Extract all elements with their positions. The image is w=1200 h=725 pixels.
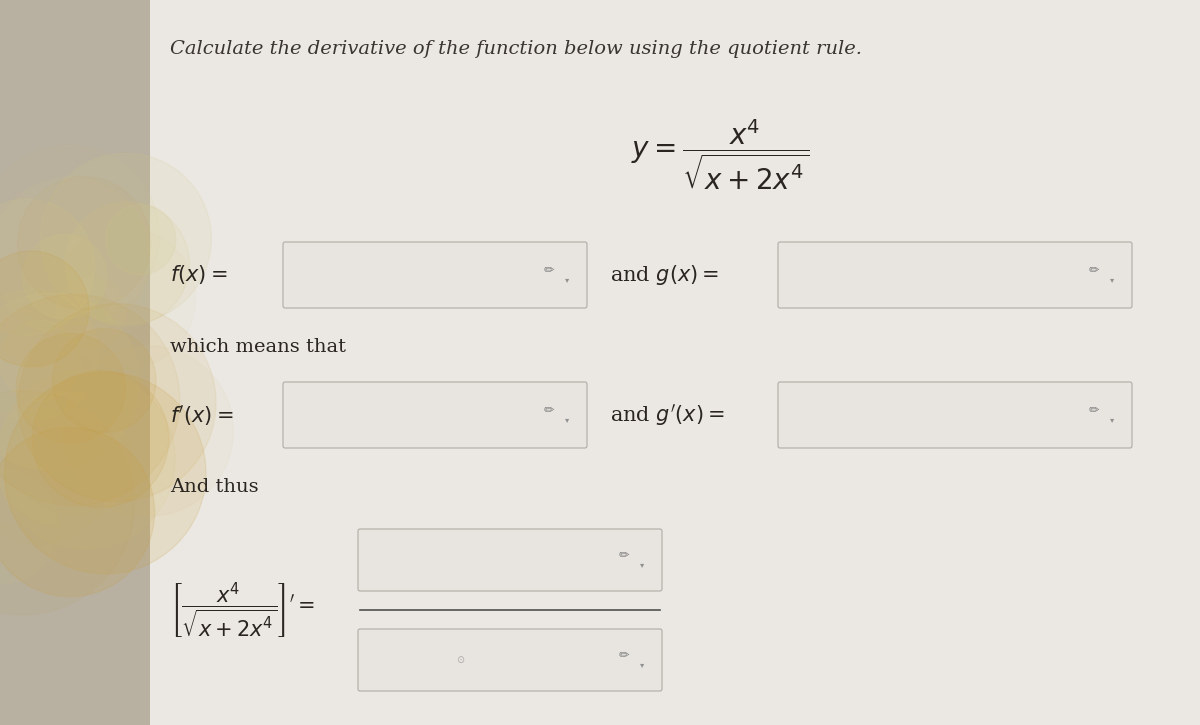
Circle shape	[0, 352, 66, 473]
Text: ▾: ▾	[640, 660, 644, 669]
Text: ▾: ▾	[640, 560, 644, 570]
Circle shape	[0, 241, 65, 351]
FancyBboxPatch shape	[778, 382, 1132, 448]
FancyBboxPatch shape	[283, 242, 587, 308]
Text: ✏: ✏	[619, 550, 629, 563]
Circle shape	[96, 323, 228, 455]
Text: $\left[\dfrac{x^4}{\sqrt{x+2x^4}}\right]' = $: $\left[\dfrac{x^4}{\sqrt{x+2x^4}}\right]…	[170, 580, 316, 640]
Text: And thus: And thus	[170, 478, 259, 496]
Text: $f(x) = $: $f(x) = $	[170, 263, 228, 286]
Circle shape	[0, 229, 143, 428]
Text: ✏: ✏	[619, 650, 629, 663]
Bar	[0, 0, 150, 725]
Bar	[150, 0, 1200, 725]
Circle shape	[31, 118, 202, 288]
Text: and $g(x) = $: and $g(x) = $	[610, 263, 719, 287]
Text: ▾: ▾	[1110, 276, 1114, 284]
Text: ▾: ▾	[1110, 415, 1114, 425]
Circle shape	[85, 299, 202, 415]
Circle shape	[37, 215, 197, 375]
Circle shape	[37, 473, 113, 550]
Circle shape	[74, 232, 187, 344]
Text: ▾: ▾	[565, 276, 569, 284]
Circle shape	[47, 289, 197, 439]
Circle shape	[0, 455, 49, 536]
Text: ✏: ✏	[544, 265, 554, 278]
Text: $y = \dfrac{x^4}{\sqrt{x + 2x^4}}$: $y = \dfrac{x^4}{\sqrt{x + 2x^4}}$	[631, 118, 809, 192]
Circle shape	[0, 367, 132, 604]
Circle shape	[10, 464, 101, 555]
Circle shape	[62, 232, 222, 391]
Circle shape	[0, 316, 58, 412]
Text: ⊙: ⊙	[456, 655, 464, 665]
Text: Calculate the derivative of the function below using the quotient rule.: Calculate the derivative of the function…	[170, 40, 862, 58]
Text: ✏: ✏	[1088, 265, 1099, 278]
Text: $f'(x) = $: $f'(x) = $	[170, 402, 234, 428]
Circle shape	[36, 378, 175, 517]
Text: ✏: ✏	[1088, 405, 1099, 418]
Circle shape	[55, 471, 162, 578]
Circle shape	[0, 138, 138, 315]
FancyBboxPatch shape	[358, 629, 662, 691]
Circle shape	[32, 326, 200, 494]
FancyBboxPatch shape	[778, 242, 1132, 308]
Circle shape	[0, 347, 88, 457]
Circle shape	[6, 312, 169, 475]
Text: and $g'(x) = $: and $g'(x) = $	[610, 402, 725, 428]
Circle shape	[107, 236, 242, 372]
Text: ▾: ▾	[565, 415, 569, 425]
Circle shape	[90, 315, 214, 438]
Text: ✏: ✏	[544, 405, 554, 418]
Circle shape	[7, 276, 133, 402]
FancyBboxPatch shape	[283, 382, 587, 448]
Circle shape	[46, 289, 139, 383]
FancyBboxPatch shape	[358, 529, 662, 591]
Circle shape	[0, 442, 53, 507]
Text: which means that: which means that	[170, 338, 346, 356]
